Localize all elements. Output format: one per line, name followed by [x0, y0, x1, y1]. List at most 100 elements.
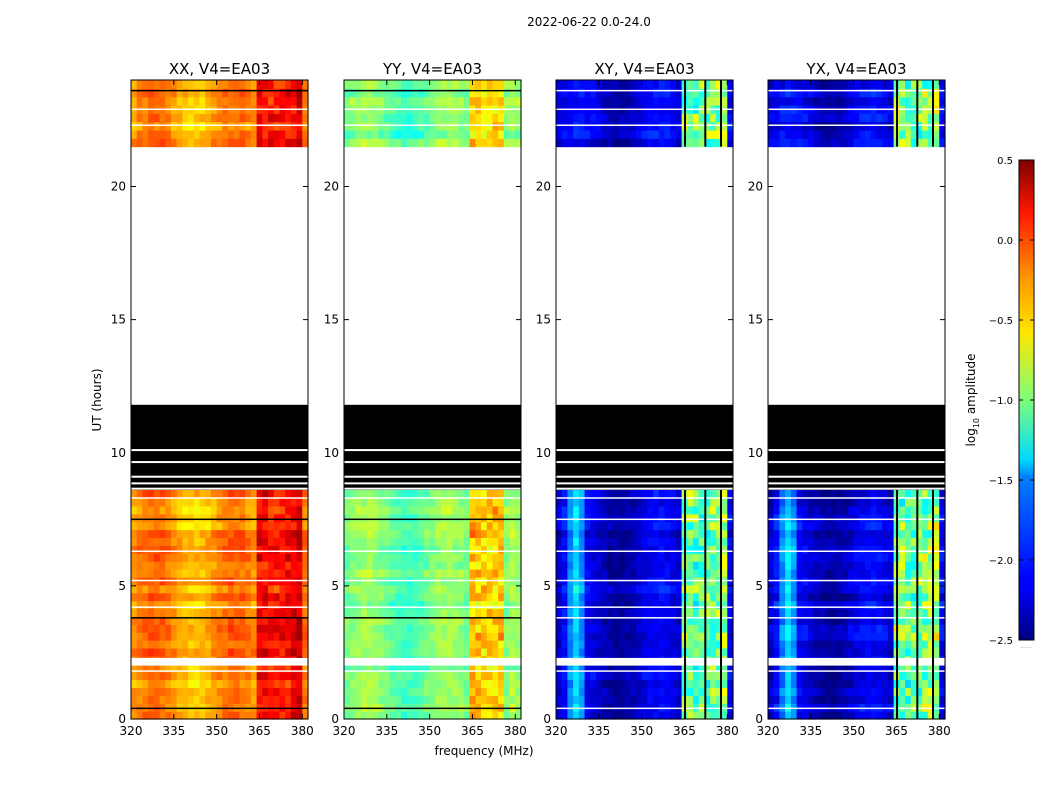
heatmap-cell — [842, 505, 849, 515]
heatmap-cell — [727, 521, 734, 531]
heatmap-cell — [344, 561, 351, 570]
heatmap-cell — [887, 80, 895, 89]
heatmap-cell — [182, 545, 189, 554]
heatmap-cell — [613, 671, 620, 681]
heatmap-cell — [165, 121, 172, 131]
heatmap-cell — [515, 711, 522, 720]
heatmap-cell — [182, 671, 189, 681]
heatmap-cell — [469, 113, 476, 123]
heatmap-cell — [233, 632, 241, 641]
heatmap-cell — [486, 113, 494, 123]
heatmap-cell — [664, 687, 671, 696]
heatmap-cell — [395, 80, 402, 89]
heatmap-cell — [279, 647, 286, 657]
heatmap-cell — [710, 568, 717, 578]
heatmap-cell — [939, 592, 946, 602]
heatmap-cell — [785, 584, 792, 594]
flag-line — [768, 449, 945, 452]
heatmap-cell — [573, 640, 580, 649]
heatmap-cell — [561, 568, 569, 578]
heatmap-cell — [813, 616, 820, 625]
heatmap-cell — [916, 88, 923, 98]
heatmap-cell — [268, 608, 275, 617]
heatmap-cell — [658, 96, 666, 106]
heatmap-cell — [279, 608, 286, 617]
heatmap-cell — [165, 80, 172, 89]
heatmap-cell — [836, 695, 843, 704]
heatmap-cell — [233, 663, 241, 673]
flag-line — [556, 449, 733, 452]
heatmap-cell — [870, 129, 878, 139]
heatmap-cell — [418, 679, 425, 689]
heatmap-cell — [170, 553, 178, 562]
heatmap-cell — [939, 616, 946, 625]
heatmap-cell — [584, 537, 591, 546]
heatmap-cell — [262, 679, 269, 689]
heatmap-cell — [222, 624, 229, 633]
heatmap-cell — [503, 671, 511, 681]
heatmap-cell — [256, 553, 263, 562]
heatmap-cell — [876, 671, 883, 681]
heatmap-cell — [441, 561, 448, 570]
heatmap-cell — [170, 663, 178, 673]
heatmap-cell — [698, 600, 706, 610]
heatmap-cell — [721, 80, 728, 89]
heatmap-cell — [790, 695, 798, 704]
heatmap-cell — [463, 616, 471, 625]
heatmap-cell — [509, 711, 516, 720]
heatmap-cell — [785, 600, 792, 610]
heatmap-cell — [131, 121, 138, 131]
heatmap-cell — [344, 529, 351, 538]
heatmap-cell — [578, 695, 586, 704]
heatmap-cell — [383, 521, 391, 531]
heatmap-cell — [256, 584, 263, 594]
heatmap-cell — [779, 592, 786, 602]
heatmap-cell — [927, 537, 935, 546]
heatmap-cell — [250, 490, 258, 499]
heatmap-cell — [245, 671, 252, 681]
heatmap-cell — [188, 616, 195, 625]
heatmap-cell — [847, 521, 855, 531]
heatmap-cell — [193, 96, 201, 106]
heatmap-cell — [355, 80, 362, 89]
heatmap-cell — [423, 497, 431, 507]
heatmap-cell — [613, 553, 620, 562]
heatmap-cell — [262, 537, 269, 546]
heatmap-cell — [790, 129, 798, 139]
heatmap-cell — [927, 616, 935, 625]
heatmap-cell — [641, 138, 648, 148]
heatmap-cell — [136, 521, 144, 531]
heatmap-cell — [567, 129, 574, 139]
heatmap-cell — [136, 600, 144, 610]
heatmap-cell — [693, 663, 700, 673]
heatmap-cell — [882, 121, 889, 131]
heatmap-cell — [653, 88, 660, 98]
heatmap-cell — [509, 545, 516, 554]
heatmap-cell — [429, 129, 436, 139]
heatmap-cell — [268, 121, 275, 131]
heatmap-cell — [653, 679, 660, 689]
heatmap-cell — [153, 703, 161, 712]
heatmap-cell — [704, 647, 711, 657]
heatmap-cell — [423, 624, 431, 633]
heatmap-cell — [406, 687, 414, 696]
heatmap-cell — [469, 121, 476, 131]
heatmap-cell — [727, 711, 734, 720]
heatmap-cell — [905, 703, 912, 712]
heatmap-cell — [607, 640, 614, 649]
heatmap-cell — [441, 592, 448, 602]
heatmap-cell — [148, 129, 155, 139]
heatmap-cell — [905, 671, 912, 681]
heatmap-cell — [613, 584, 620, 594]
heatmap-cell — [446, 687, 454, 696]
heatmap-cell — [785, 592, 792, 602]
heatmap-cell — [170, 640, 178, 649]
heatmap-cell — [423, 592, 431, 602]
heatmap-cell — [664, 113, 671, 123]
heatmap-cell — [687, 129, 694, 139]
heatmap-cell — [486, 647, 494, 657]
heatmap-cell — [653, 600, 660, 610]
heatmap-cell — [498, 608, 505, 617]
heatmap-cell — [199, 711, 206, 720]
heatmap-cell — [887, 521, 895, 531]
